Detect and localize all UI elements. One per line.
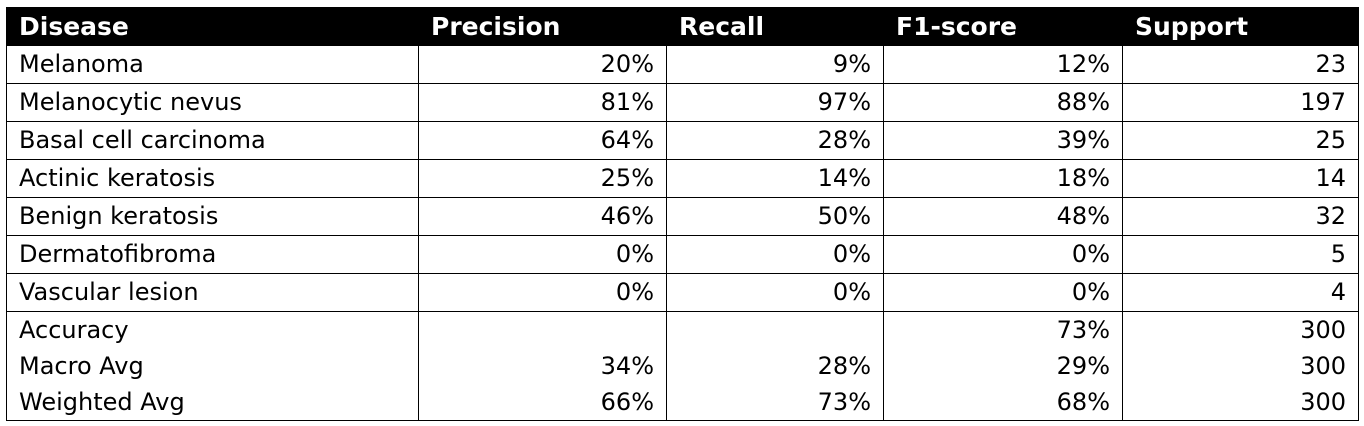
recall-cell: 73% (666, 384, 884, 421)
f1-score-cell: 39% (883, 121, 1123, 160)
f1-score-cell: 0% (883, 273, 1123, 312)
classification-metrics-table: Disease Precision Recall F1-score Suppor… (6, 7, 1359, 421)
precision-cell: 0% (418, 273, 667, 312)
table-row: Melanocytic nevus 81% 97% 88% 197 (6, 83, 1359, 122)
table-row: Vascular lesion 0% 0% 0% 4 (6, 273, 1359, 312)
precision-cell: 64% (418, 121, 667, 160)
support-cell: 25 (1122, 121, 1359, 160)
precision-cell: 25% (418, 159, 667, 198)
disease-cell: Melanocytic nevus (6, 83, 419, 122)
table-row: Dermatofibroma 0% 0% 0% 5 (6, 235, 1359, 274)
recall-cell: 9% (666, 45, 884, 84)
support-cell: 300 (1122, 348, 1359, 384)
recall-cell: 28% (666, 121, 884, 160)
support-cell: 23 (1122, 45, 1359, 84)
precision-cell: 81% (418, 83, 667, 122)
support-cell: 5 (1122, 235, 1359, 274)
disease-cell: Dermatofibroma (6, 235, 419, 274)
table-row: Melanoma 20% 9% 12% 23 (6, 45, 1359, 84)
recall-cell: 28% (666, 348, 884, 384)
summary-label-cell: Accuracy (6, 311, 419, 348)
summary-label-cell: Macro Avg (6, 348, 419, 384)
disease-cell: Melanoma (6, 45, 419, 84)
precision-cell: 34% (418, 348, 667, 384)
f1-score-cell: 29% (883, 348, 1123, 384)
support-cell: 32 (1122, 197, 1359, 236)
recall-cell: 97% (666, 83, 884, 122)
summary-row-accuracy: Accuracy 73% 300 (6, 311, 1359, 348)
support-cell: 300 (1122, 311, 1359, 348)
precision-cell: 0% (418, 235, 667, 274)
f1-score-cell: 73% (883, 311, 1123, 348)
recall-cell: 50% (666, 197, 884, 236)
recall-cell: 0% (666, 235, 884, 274)
header-disease: Disease (6, 7, 419, 46)
summary-label-cell: Weighted Avg (6, 384, 419, 421)
support-cell: 4 (1122, 273, 1359, 312)
support-cell: 14 (1122, 159, 1359, 198)
support-cell: 300 (1122, 384, 1359, 421)
precision-cell: 46% (418, 197, 667, 236)
f1-score-cell: 88% (883, 83, 1123, 122)
f1-score-cell: 18% (883, 159, 1123, 198)
header-f1-score: F1-score (883, 7, 1123, 46)
recall-cell (666, 311, 884, 348)
header-support: Support (1122, 7, 1359, 46)
header-recall: Recall (666, 7, 884, 46)
table-header-row: Disease Precision Recall F1-score Suppor… (6, 7, 1359, 46)
f1-score-cell: 0% (883, 235, 1123, 274)
precision-cell (418, 311, 667, 348)
recall-cell: 14% (666, 159, 884, 198)
disease-cell: Actinic keratosis (6, 159, 419, 198)
metrics-table-container: Disease Precision Recall F1-score Suppor… (6, 7, 1359, 421)
support-cell: 197 (1122, 83, 1359, 122)
table-row: Basal cell carcinoma 64% 28% 39% 25 (6, 121, 1359, 160)
f1-score-cell: 68% (883, 384, 1123, 421)
f1-score-cell: 12% (883, 45, 1123, 84)
precision-cell: 66% (418, 384, 667, 421)
disease-cell: Benign keratosis (6, 197, 419, 236)
table-row: Actinic keratosis 25% 14% 18% 14 (6, 159, 1359, 198)
table-row: Benign keratosis 46% 50% 48% 32 (6, 197, 1359, 236)
disease-cell: Vascular lesion (6, 273, 419, 312)
summary-row-macro-avg: Macro Avg 34% 28% 29% 300 (6, 348, 1359, 384)
f1-score-cell: 48% (883, 197, 1123, 236)
header-precision: Precision (418, 7, 667, 46)
recall-cell: 0% (666, 273, 884, 312)
precision-cell: 20% (418, 45, 667, 84)
disease-cell: Basal cell carcinoma (6, 121, 419, 160)
summary-row-weighted-avg: Weighted Avg 66% 73% 68% 300 (6, 384, 1359, 421)
